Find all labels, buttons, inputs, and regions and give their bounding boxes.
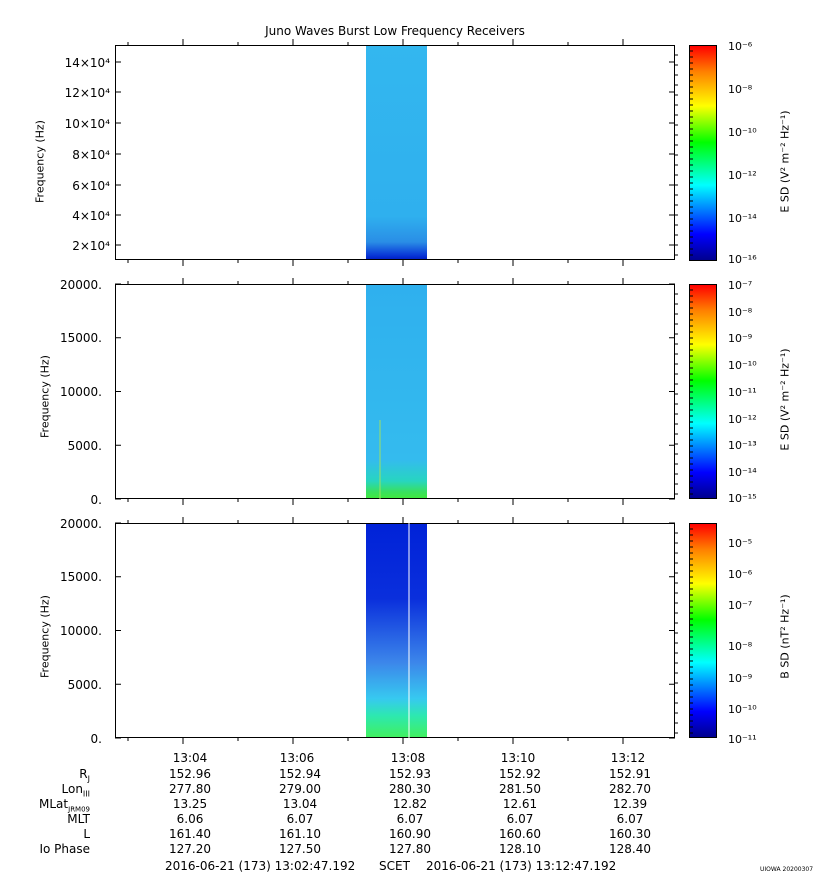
spectrogram-panel-1 [115,45,675,260]
ephemeris-value: 6.07 [616,812,644,826]
y-tick: 10000. [60,385,102,399]
ephemeris-value: 277.80 [169,782,211,796]
colorbar-tick: 10⁻¹⁰ [728,359,757,372]
ephemeris-value: 152.93 [389,767,431,781]
burst-data-region [366,524,427,737]
ephemeris-value: 152.92 [499,767,541,781]
ephemeris-value: 13.25 [172,797,208,811]
colorbar-tick: 10⁻¹⁰ [728,126,757,139]
spectrogram-panel-2 [115,284,675,499]
ephemeris-label: RJ [79,767,90,784]
colorbar-3 [689,523,717,738]
colorbar-tick: 10⁻⁷ [728,279,753,292]
x-tick: 13:10 [500,751,536,765]
ephemeris-value: 160.90 [389,827,431,841]
ephemeris-value: 6.07 [506,812,534,826]
colorbar-tick: 10⁻¹⁶ [728,253,757,266]
y-tick: 14×10⁴ [64,56,110,70]
end-time: 2016-06-21 (173) 13:12:47.192 [426,859,617,873]
ephemeris-value: 13.04 [282,797,318,811]
ephemeris-value: 161.40 [169,827,211,841]
time-system: SCET [379,859,410,873]
ephemeris-label: MLT [67,812,90,826]
y-tick: 5000. [67,678,102,692]
colorbar-tick: 10⁻⁹ [728,332,753,345]
start-time: 2016-06-21 (173) 13:02:47.192 [165,859,356,873]
ephemeris-value: 12.61 [502,797,538,811]
colorbar-tick: 10⁻⁹ [728,672,753,685]
ephemeris-label: LonIII [61,782,91,799]
y-tick: 15000. [60,331,102,345]
x-tick: 13:04 [172,751,208,765]
colorbar-tick: 10⁻⁶ [728,40,753,53]
ephemeris-value: 282.70 [609,782,651,796]
ephemeris-value: 12.39 [612,797,648,811]
ephemeris-label: Io Phase [39,842,90,856]
ephemeris-value: 280.30 [389,782,431,796]
y-tick: 5000. [67,439,102,453]
colorbar-tick: 10⁻¹⁴ [728,212,757,225]
ephemeris-value: 152.91 [609,767,651,781]
y-tick: 10×10⁴ [64,117,110,131]
y-tick: 20000. [60,517,102,531]
colorbar-tick: 10⁻¹⁵ [728,492,757,505]
ephemeris-value: 279.00 [279,782,321,796]
y-tick: 2×10⁴ [72,239,110,253]
colorbar-tick: 10⁻⁵ [728,537,753,550]
ephemeris-label: MLatJRM09 [39,797,90,814]
colorbar-tick: 10⁻¹¹ [728,386,757,399]
colorbar-tick: 10⁻⁸ [728,83,753,96]
colorbar-tick: 10⁻¹³ [728,439,757,452]
ephemeris-value: 127.20 [169,842,211,856]
colorbar-tick: 10⁻⁶ [728,568,753,581]
ephemeris-label: L [83,827,90,841]
colorbar-tick: 10⁻¹² [728,169,757,182]
x-tick: 13:06 [279,751,315,765]
x-tick: 13:08 [390,751,426,765]
y-tick: 12×10⁴ [64,86,110,100]
ephemeris-value: 6.06 [176,812,204,826]
colorbar-tick: 10⁻⁸ [728,640,753,653]
burst-data-region [366,46,427,259]
y-tick: 10000. [60,624,102,638]
x-tick: 13:12 [610,751,646,765]
y-tick: 0. [90,493,102,507]
ephemeris-value: 281.50 [499,782,541,796]
colorbar-tick: 10⁻¹¹ [728,733,757,746]
ephemeris-value: 127.80 [389,842,431,856]
ephemeris-value: 160.60 [499,827,541,841]
ephemeris-value: 12.82 [392,797,428,811]
ephemeris-value: 128.10 [499,842,541,856]
y-tick: 8×10⁴ [72,148,110,162]
spectrogram-panel-3 [115,523,675,738]
ephemeris-value: 128.40 [609,842,651,856]
colorbar-tick: 10⁻⁸ [728,306,753,319]
ephemeris-value: 6.07 [396,812,424,826]
ephemeris-value: 6.07 [286,812,314,826]
ephemeris-value: 160.30 [609,827,651,841]
y-tick: 6×10⁴ [72,179,110,193]
y-tick: 0. [90,732,102,746]
y-tick: 15000. [60,570,102,584]
ephemeris-value: 161.10 [279,827,321,841]
colorbar-tick: 10⁻¹² [728,413,757,426]
y-tick: 4×10⁴ [72,209,110,223]
colorbar-tick: 10⁻¹⁰ [728,703,757,716]
ephemeris-value: 152.94 [279,767,321,781]
ephemeris-value: 127.50 [279,842,321,856]
version-stamp: UIOWA 20200307 [760,866,814,873]
y-tick: 20000. [60,278,102,292]
burst-data-region [366,285,427,498]
colorbar-tick: 10⁻⁷ [728,599,753,612]
colorbar-tick: 10⁻¹⁴ [728,466,757,479]
ephemeris-value: 152.96 [169,767,211,781]
chart-title: Juno Waves Burst Low Frequency Receivers [265,24,525,38]
